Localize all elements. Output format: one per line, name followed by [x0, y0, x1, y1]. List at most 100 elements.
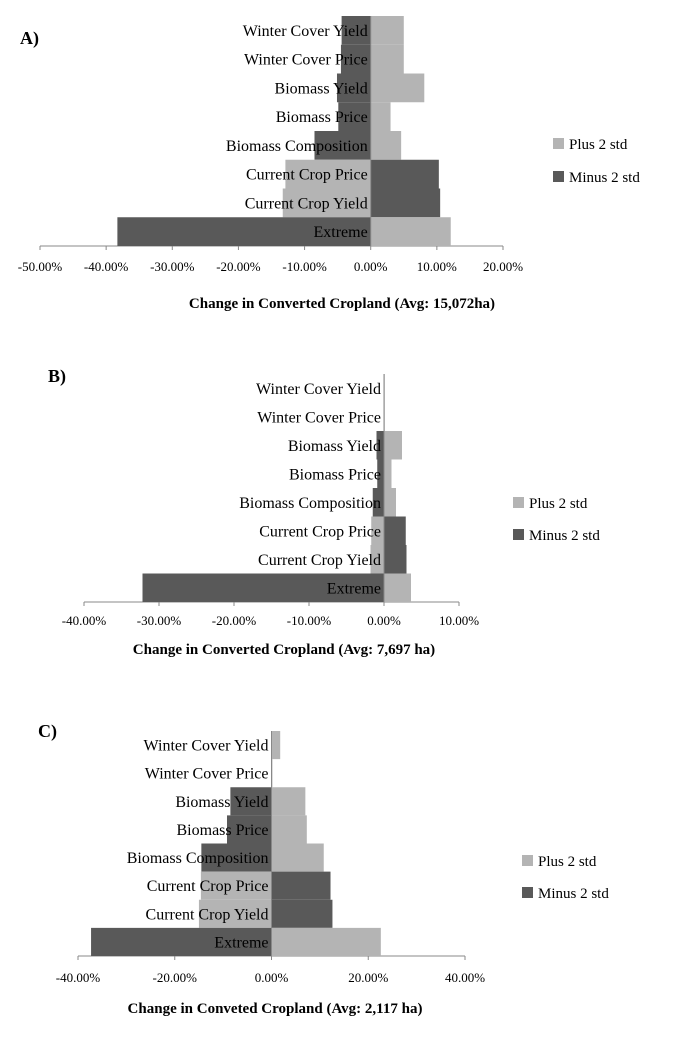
legend-label-minus: Minus 2 std [569, 170, 640, 186]
bar-plus-winter-cover-yield [271, 731, 281, 760]
bar-plus-current-crop-yield [282, 188, 371, 218]
bar-plus-current-crop-price [371, 516, 384, 545]
legend-label-plus: Plus 2 std [538, 854, 597, 870]
x-tick-labels: -40.00% -30.00% -20.00% -10.00% 0.00% 10.00% [62, 602, 479, 628]
legend-label-minus: Minus 2 std [529, 528, 600, 544]
bar-minus-winter-cover-yield [341, 16, 371, 45]
x-axis-title: Change in Converted Cropland (Avg: 7,697… [133, 642, 435, 658]
bar-plus-biomass-yield [271, 787, 306, 816]
panel-label: A) [20, 28, 39, 49]
legend-swatch-plus [513, 497, 524, 508]
bar-plus-current-crop-yield [198, 899, 272, 928]
category-label: Current Crop Price [259, 523, 381, 540]
bar-minus-biomass-price [377, 459, 384, 488]
bar-minus-extreme [91, 927, 272, 956]
bar-minus-biomass-composition [372, 488, 384, 517]
bar-plus-extreme [271, 927, 381, 956]
x-tick-label: 20.00% [483, 259, 523, 274]
bar-plus-biomass-price [370, 102, 391, 131]
category-labels: Winter Cover Yield Winter Cover Price Biom… [127, 738, 269, 952]
category-label: Biomass Price [177, 822, 269, 839]
legend-swatch-plus [522, 855, 533, 866]
bar-minus-current-crop-price [271, 871, 331, 900]
category-label: Extreme [327, 580, 381, 597]
chart-b-svg: B) Winter Cover Yield Winter Cover Price B… [48, 366, 600, 658]
x-tick-label: -30.00% [137, 613, 182, 628]
bar-minus-extreme [142, 573, 384, 602]
bar-plus-extreme [384, 573, 411, 602]
x-tick-label: -40.00% [56, 970, 101, 985]
category-label: Biomass Yield [175, 794, 268, 811]
legend: Plus 2 std Minus 2 std [513, 496, 600, 544]
category-label: Biomass Price [289, 466, 381, 483]
x-axis-title: Change in Converted Cropland (Avg: 15,07… [189, 296, 495, 312]
x-tick-label: 0.00% [255, 970, 289, 985]
bar-minus-biomass-price [338, 102, 371, 131]
bar-plus-biomass-price [384, 459, 392, 488]
category-label: Biomass Composition [239, 495, 381, 512]
panel-label: C) [38, 721, 57, 742]
x-tick-label: -40.00% [84, 259, 129, 274]
bar-plus-current-crop-price [285, 159, 371, 189]
x-tick-label: 0.00% [367, 613, 401, 628]
x-tick-label: -50.00% [18, 259, 63, 274]
bar-minus-biomass-composition [201, 843, 272, 872]
chart-c-svg: C) Winter Cover Yield Winter Cover Price B… [38, 721, 609, 1017]
legend: Plus 2 std Minus 2 std [553, 137, 640, 186]
bars-group [40, 16, 503, 247]
bar-minus-biomass-yield [230, 787, 272, 816]
bar-minus-biomass-yield [376, 431, 384, 460]
bar-plus-current-crop-price [200, 871, 272, 900]
legend-swatch-minus [553, 171, 564, 182]
x-tick-label: 10.00% [417, 259, 457, 274]
x-tick-label: -10.00% [287, 613, 332, 628]
category-label: Winter Cover Yield [256, 381, 381, 398]
x-tick-label: -40.00% [62, 613, 107, 628]
category-label: Extreme [314, 224, 368, 241]
category-label: Biomass Price [276, 109, 368, 126]
x-tick-label: -10.00% [282, 259, 327, 274]
category-label: Current Crop Yield [258, 552, 381, 569]
category-label: Biomass Yield [288, 438, 381, 455]
x-axis-title: Change in Conveted Cropland (Avg: 2,117 … [128, 1001, 423, 1017]
chart-panel-c: C) Winter Cover Yield Winter Cover Price B… [0, 710, 688, 1036]
bar-plus-current-crop-yield [370, 545, 384, 574]
category-label: Biomass Yield [275, 80, 368, 97]
x-tick-label: 40.00% [445, 970, 485, 985]
bar-minus-extreme [117, 217, 371, 246]
category-label: Current Crop Yield [146, 906, 269, 923]
bar-minus-current-crop-yield [384, 545, 407, 574]
bar-plus-biomass-price [271, 815, 307, 844]
category-label: Current Crop Yield [245, 195, 368, 212]
legend-label-minus: Minus 2 std [538, 886, 609, 902]
bar-plus-winter-cover-price [370, 44, 404, 74]
x-tick-labels: -50.00% -40.00% -30.00% -20.00% -10.00% 0.00%… [18, 246, 523, 274]
bar-minus-current-crop-price [384, 516, 406, 545]
bar-plus-biomass-composition [384, 488, 396, 517]
legend-swatch-minus [513, 529, 524, 540]
bar-plus-biomass-composition [370, 131, 402, 160]
x-tick-label: -20.00% [153, 970, 198, 985]
bar-minus-current-crop-yield [370, 188, 441, 218]
category-label: Winter Cover Yield [243, 23, 368, 40]
x-tick-label: -30.00% [150, 259, 195, 274]
x-tick-label: 10.00% [439, 613, 479, 628]
legend-label-plus: Plus 2 std [529, 496, 588, 512]
bars-group [78, 731, 465, 957]
category-label: Extreme [214, 934, 268, 951]
bar-minus-biomass-composition [314, 131, 371, 160]
x-tick-labels: -40.00% -20.00% 0.00% 20.00% 40.00% [56, 956, 485, 985]
category-label: Current Crop Price [246, 167, 368, 184]
chart-a-svg: A) Winter Cover Yield Winter Cover Price B… [18, 16, 640, 312]
bar-minus-winter-cover-price [340, 44, 371, 74]
category-label: Winter Cover Yield [144, 738, 269, 755]
bar-minus-biomass-yield [336, 73, 371, 103]
category-label: Winter Cover Price [145, 766, 269, 783]
legend-label-plus: Plus 2 std [569, 137, 628, 153]
bar-minus-current-crop-price [370, 159, 439, 189]
bar-minus-current-crop-yield [271, 899, 333, 928]
bar-minus-biomass-price [226, 815, 272, 844]
bar-plus-biomass-yield [370, 73, 425, 103]
category-label: Biomass Composition [127, 850, 269, 867]
legend-swatch-minus [522, 887, 533, 898]
